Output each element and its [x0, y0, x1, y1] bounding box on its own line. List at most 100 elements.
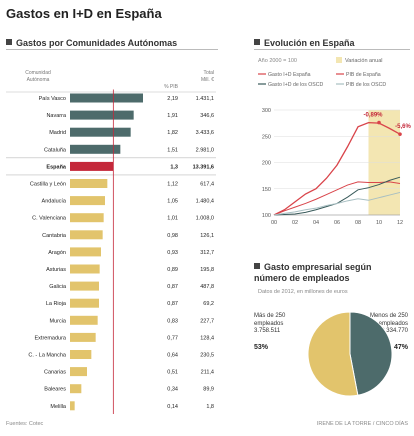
pct-value-andalucia: 1,05: [167, 199, 178, 205]
pct-value-c-la-mancha: 0,64: [167, 353, 178, 359]
pct-value-murcia: 0,83: [167, 318, 178, 324]
business-section-title-text: Gasto empresarial según número de emplea…: [254, 262, 372, 283]
y-tick-200: 200: [262, 161, 271, 167]
bar-melilla: [70, 401, 75, 411]
pct-value-extremadura: 0,77: [167, 335, 178, 341]
regions-section-title-text: Gastos por Comunidades Autónomas: [16, 38, 178, 48]
legend-label-gasto-i-d-de-los-oscd: Gasto I+D de los OSCD: [268, 82, 323, 88]
pie-pct-large: 53%: [254, 344, 269, 351]
total-value-pais-vasco: 1.431,1: [196, 96, 214, 102]
footer-source: Fuentes: Cotec: [6, 421, 44, 427]
business-pie-chart: [307, 311, 393, 397]
total-value-melilla: 1,8: [206, 404, 214, 410]
region-label-la-rioja: La Rioja: [46, 301, 67, 307]
section-square-icon: [254, 39, 260, 45]
total-value-castilla-y-leon: 617,4: [200, 182, 214, 188]
bar-la-rioja: [70, 298, 99, 308]
region-label-asturias: Asturias: [46, 267, 66, 273]
section-square-icon: [254, 263, 260, 269]
region-label-pais-vasco: País Vasco: [39, 96, 66, 102]
bar-extremadura: [70, 332, 96, 342]
region-label-andalucia: Andalucía: [42, 199, 67, 205]
region-label-cantabria: Cantabria: [42, 233, 67, 239]
x-tick-06: 06: [334, 220, 340, 226]
total-value-baleares: 89,9: [203, 387, 214, 393]
x-tick-02: 02: [292, 220, 298, 226]
total-value-cataluna: 2.981,0: [196, 147, 214, 153]
footer-credit: IRENE DE LA TORRE / CINCO DÍAS: [316, 421, 408, 427]
region-label-espana: España: [46, 164, 67, 170]
bar-canarias: [70, 367, 87, 377]
region-label-madrid: Madrid: [49, 130, 66, 136]
region-label-murcia: Murcia: [49, 318, 66, 324]
pct-value-galicia: 0,87: [167, 284, 178, 290]
pct-value-la-rioja: 0,87: [167, 301, 178, 307]
region-label-canarias: Canarias: [44, 370, 66, 376]
col-header-community-2: Autónoma: [27, 77, 50, 83]
bar-aragon: [70, 247, 101, 257]
total-value-espana: 13.391,6: [193, 164, 214, 170]
bar-madrid: [70, 127, 131, 137]
pct-value-madrid: 1,82: [167, 130, 178, 136]
pct-value-c-valenciana: 1,01: [167, 216, 178, 222]
pct-value-navarra: 1,91: [167, 113, 178, 119]
col-header-pct: % PIB: [164, 84, 179, 90]
pie-label-large-companies: Más de 250 empleados 3.758.511: [254, 313, 302, 336]
legend-label-pib-de-espana: PIB de España: [346, 72, 381, 78]
total-value-andalucia: 1.480,4: [196, 199, 214, 205]
region-label-melilla: Melilla: [50, 404, 67, 410]
total-value-cantabria: 126,1: [200, 233, 214, 239]
bar-cataluna: [70, 144, 121, 154]
series-line-pib-de-espana: [273, 181, 401, 216]
y-tick-150: 150: [262, 187, 271, 193]
legend-label-gasto-i-d-espana: Gasto I+D España: [268, 72, 311, 78]
region-label-castilla-y-leon: Castilla y León: [30, 182, 66, 188]
col-header-total-1: Total: [203, 70, 214, 76]
total-value-canarias: 211,4: [201, 370, 214, 376]
bar-navarra: [70, 110, 134, 120]
evolution-section-title-text: Evolución en España: [264, 38, 355, 48]
annotation-point-1: [398, 132, 402, 136]
bar-murcia: [70, 315, 98, 325]
region-label-c-la-mancha: C. - La Mancha: [28, 353, 67, 359]
region-label-cataluna: Cataluña: [44, 147, 67, 153]
legend-band-swatch: [336, 57, 342, 63]
section-square-icon: [6, 39, 12, 45]
pie-label-small-name: Menos de 250 empleados: [369, 313, 408, 327]
pie-label-small-value: 3.334.770: [381, 328, 408, 334]
legend-label-pib-de-los-oscd: PIB de los OSCD: [346, 82, 386, 88]
pie-pct-small: 47%: [393, 344, 408, 351]
total-value-c-valenciana: 1.008,0: [196, 216, 214, 222]
business-section-subtitle: Datos de 2012, en millones de euros: [258, 289, 348, 295]
bar-pais-vasco: [70, 93, 143, 103]
bar-asturias: [70, 264, 100, 274]
total-value-galicia: 487,8: [200, 284, 214, 290]
pct-value-canarias: 0,51: [167, 370, 178, 376]
pie-slice-menos-de-250-empleados: [349, 311, 393, 396]
pie-label-large-name: Más de 250 empleados: [254, 313, 286, 327]
x-tick-10: 10: [376, 220, 382, 226]
region-label-navarra: Navarra: [46, 113, 67, 119]
x-tick-00: 00: [271, 220, 277, 226]
pct-value-melilla: 0,14: [167, 404, 178, 410]
evolution-title-rule: [254, 49, 410, 50]
total-value-navarra: 346,6: [200, 113, 214, 119]
series-line-pib-de-los-oscd: [273, 191, 401, 216]
pct-value-cataluna: 1,51: [167, 147, 178, 153]
annotation-label-0: -0,89%: [363, 113, 383, 119]
pie-slice-mas-de-250-empleados: [307, 311, 359, 397]
y-tick-300: 300: [262, 108, 271, 114]
annotation-point-0: [377, 120, 381, 125]
annotation-label-1: -5,6%: [395, 124, 411, 130]
pct-value-baleares: 0,34: [167, 387, 178, 393]
total-value-asturias: 195,8: [200, 267, 214, 273]
regions-title-rule: [6, 49, 218, 50]
region-label-c-valenciana: C. Valenciana: [32, 216, 67, 222]
col-header-community-1: Comunidad: [25, 70, 51, 76]
bar-baleares: [70, 384, 82, 394]
total-value-murcia: 227,7: [200, 318, 214, 324]
pie-label-small-companies: Menos de 250 empleados 3.334.770: [352, 313, 408, 336]
regions-section-title: Gastos por Comunidades Autónomas: [6, 38, 177, 48]
region-label-extremadura: Extremadura: [35, 335, 67, 341]
